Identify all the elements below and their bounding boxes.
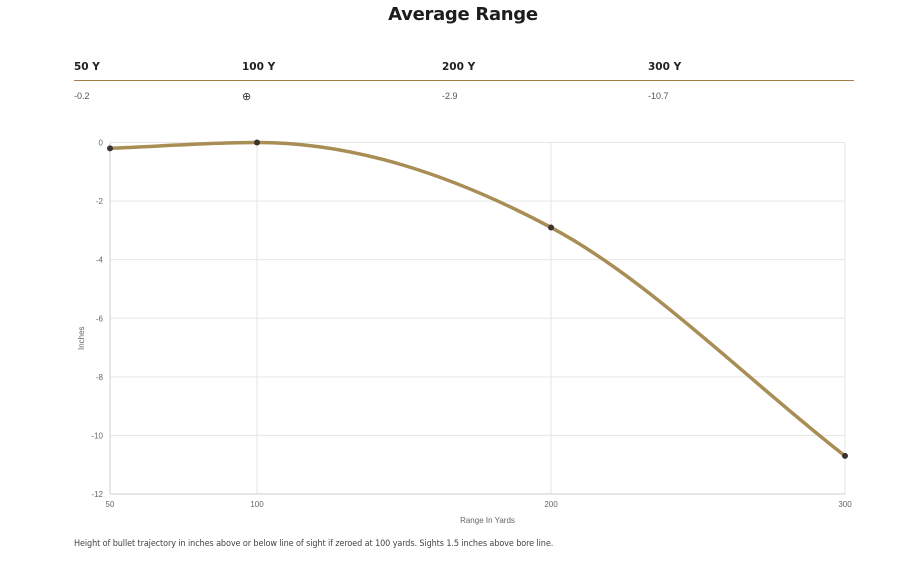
data-point <box>254 139 260 146</box>
page-title: Average Range <box>388 4 538 25</box>
x-tick-label: 200 <box>544 500 558 509</box>
data-point <box>842 452 848 459</box>
x-tick-label: 100 <box>250 500 264 509</box>
y-tick-label: -4 <box>96 256 104 265</box>
y-tick-label: -6 <box>96 314 104 323</box>
data-point <box>548 224 554 231</box>
x-tick-label: 300 <box>838 500 852 509</box>
range-table-header: 50 Y 100 Y 200 Y 300 Y <box>74 58 854 81</box>
header-50y: 50 Y <box>74 61 100 73</box>
y-axis-title: Inches <box>77 326 86 350</box>
x-tick-label: 50 <box>106 500 115 509</box>
header-300y: 300 Y <box>648 61 682 73</box>
range-table-row: -0.2 ⊕ -2.9 -10.7 <box>74 81 854 109</box>
series-line <box>108 140 847 458</box>
footnote: Height of bullet trajectory in inches ab… <box>74 539 554 549</box>
y-tick-label: -2 <box>96 197 104 206</box>
header-200y: 200 Y <box>442 61 476 73</box>
value-200y: -2.9 <box>442 91 458 101</box>
value-300y: -10.7 <box>648 91 669 101</box>
header-100y: 100 Y <box>242 61 276 73</box>
y-tick-label: 0 <box>99 139 104 148</box>
x-axis-title: Range In Yards <box>460 516 515 525</box>
y-tick-label: -10 <box>91 431 103 440</box>
y-tick-label: -8 <box>96 373 104 382</box>
zero-crosshair-icon: ⊕ <box>242 91 252 103</box>
y-tick-label: -12 <box>91 490 103 499</box>
data-point <box>107 145 113 152</box>
value-50y: -0.2 <box>74 91 90 101</box>
range-table: 50 Y 100 Y 200 Y 300 Y -0.2 ⊕ -2.9 -10.7 <box>74 58 854 109</box>
